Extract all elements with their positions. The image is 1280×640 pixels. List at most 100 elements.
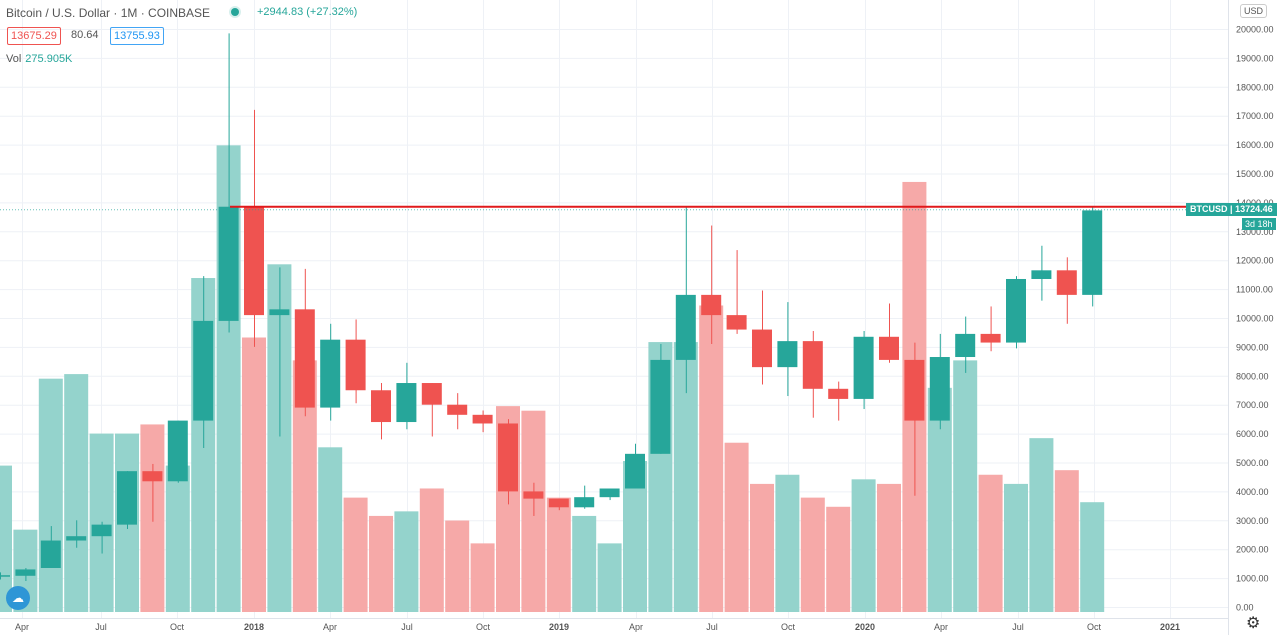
- candle-body: [650, 359, 671, 454]
- price-tick-label: 15000.00: [1236, 169, 1274, 179]
- time-tick-label: Oct: [781, 622, 796, 632]
- price-tick-label: 17000.00: [1236, 111, 1274, 121]
- candle-body: [269, 309, 290, 316]
- candle-body: [1056, 270, 1077, 295]
- volume-bar: [775, 474, 800, 612]
- price-tick-label: 8000.00: [1236, 371, 1269, 381]
- candle-body: [142, 471, 163, 482]
- volume-bar: [800, 497, 825, 612]
- volume-bar: [394, 511, 419, 612]
- price-tick-label: 4000.00: [1236, 487, 1269, 497]
- candle-body: [91, 524, 112, 537]
- price-tick-label: 1000.00: [1236, 574, 1269, 584]
- price-tick-label: 2000.00: [1236, 545, 1269, 555]
- candle-body: [66, 536, 87, 541]
- candle-body: [294, 309, 315, 408]
- time-tick-label: 2018: [244, 622, 264, 632]
- volume-bar: [877, 483, 901, 612]
- time-tick-label: Jul: [706, 622, 718, 632]
- price-tick-label: 9000.00: [1236, 342, 1269, 352]
- time-tick-label: Oct: [476, 622, 491, 632]
- price-tick-label: 19000.00: [1236, 53, 1274, 63]
- candle-body: [980, 333, 1001, 343]
- volume-bar: [242, 337, 266, 612]
- candle-body: [853, 336, 874, 399]
- price-tick-label: 14000.00: [1236, 198, 1274, 208]
- price-tag-symbol: BTCUSD: [1190, 204, 1228, 214]
- candle-body: [421, 383, 442, 405]
- spread-value: 80.64: [71, 29, 99, 41]
- time-tick-label: 2021: [1160, 622, 1180, 632]
- candle-body: [701, 294, 722, 316]
- bid-price[interactable]: 13675.29: [7, 27, 61, 45]
- candle-body: [167, 420, 188, 482]
- time-tick-label: 2019: [549, 622, 569, 632]
- price-tick-label: 0.00: [1236, 603, 1254, 613]
- ask-price[interactable]: 13755.93: [110, 27, 164, 45]
- volume-bar: [369, 515, 393, 612]
- last-price-tag: BTCUSD | 13724.46: [1186, 203, 1277, 216]
- volume-bar: [343, 497, 368, 612]
- time-tick-label: Jul: [401, 622, 413, 632]
- price-tick-label: 10000.00: [1236, 314, 1274, 324]
- volume-bar: [1080, 502, 1105, 612]
- price-change: +2944.83 (+27.32%): [257, 6, 358, 18]
- volume-bar: [165, 465, 190, 612]
- volume-bar: [1004, 483, 1028, 612]
- candle-body: [320, 339, 341, 408]
- candle-body: [802, 341, 823, 389]
- candle-body: [15, 569, 36, 576]
- currency-button[interactable]: USD: [1240, 4, 1268, 18]
- candle-body: [879, 336, 899, 360]
- tradingview-cloud-icon[interactable]: ☁: [6, 586, 30, 610]
- bar-countdown: 3d 18h: [1242, 218, 1276, 230]
- candle-body: [498, 423, 518, 492]
- volume-bar: [978, 474, 1003, 612]
- symbol-title[interactable]: Bitcoin / U.S. Dollar · 1M · COINBASE: [6, 6, 211, 20]
- price-tick-label: 13000.00: [1236, 227, 1274, 237]
- volume-bar: [826, 506, 851, 612]
- price-tag-value: 13724.46: [1235, 204, 1273, 214]
- volume-bar: [64, 374, 89, 612]
- price-axis[interactable]: 0.00 1000.00 2000.00 3000.00 4000.00 5000.00 6…: [1236, 25, 1274, 613]
- price-tick-label: 6000.00: [1236, 429, 1269, 439]
- candle-body: [345, 339, 366, 391]
- time-tick-label: Jul: [95, 622, 107, 632]
- price-tick-label: 11000.00: [1236, 285, 1273, 295]
- time-axis[interactable]: Apr Jul Oct 2018 Apr Jul Oct 2019 Apr Jul Oct 2020 A…: [15, 622, 1180, 632]
- candle-body: [828, 388, 849, 399]
- candle-body: [447, 404, 468, 415]
- resistance-line[interactable]: [0, 205, 1228, 211]
- price-tick-label: 7000.00: [1236, 400, 1269, 410]
- candle-body: [1082, 210, 1103, 295]
- candle-body: [244, 206, 264, 316]
- volume-bar: [1054, 470, 1079, 612]
- volume-bar: [750, 483, 774, 612]
- candle-body: [625, 453, 645, 489]
- time-tick-label: Jul: [1012, 622, 1024, 632]
- time-tick-label: Apr: [15, 622, 29, 632]
- time-tick-label: Apr: [323, 622, 337, 632]
- volume-value: 275.905K: [25, 53, 73, 65]
- candle-body: [574, 497, 595, 508]
- time-tick-label: Apr: [629, 622, 643, 632]
- candle-body: [396, 383, 417, 423]
- price-tick-label: 16000.00: [1236, 140, 1274, 150]
- candle-body: [726, 315, 747, 330]
- candle-body: [548, 498, 569, 508]
- candle-body: [117, 471, 137, 525]
- price-tick-label: 18000.00: [1236, 82, 1274, 92]
- gear-icon[interactable]: ⚙: [1246, 615, 1261, 632]
- time-tick-label: Oct: [1087, 622, 1102, 632]
- candle-body: [929, 357, 950, 421]
- price-tick-label: 3000.00: [1236, 516, 1269, 526]
- price-tick-label: 12000.00: [1236, 256, 1274, 266]
- candles: [0, 33, 1103, 581]
- candle-body: [955, 333, 976, 358]
- volume-bar: [419, 488, 444, 612]
- volume-bar: [38, 378, 63, 612]
- candle-body: [472, 414, 493, 424]
- candle-body: [1031, 270, 1052, 279]
